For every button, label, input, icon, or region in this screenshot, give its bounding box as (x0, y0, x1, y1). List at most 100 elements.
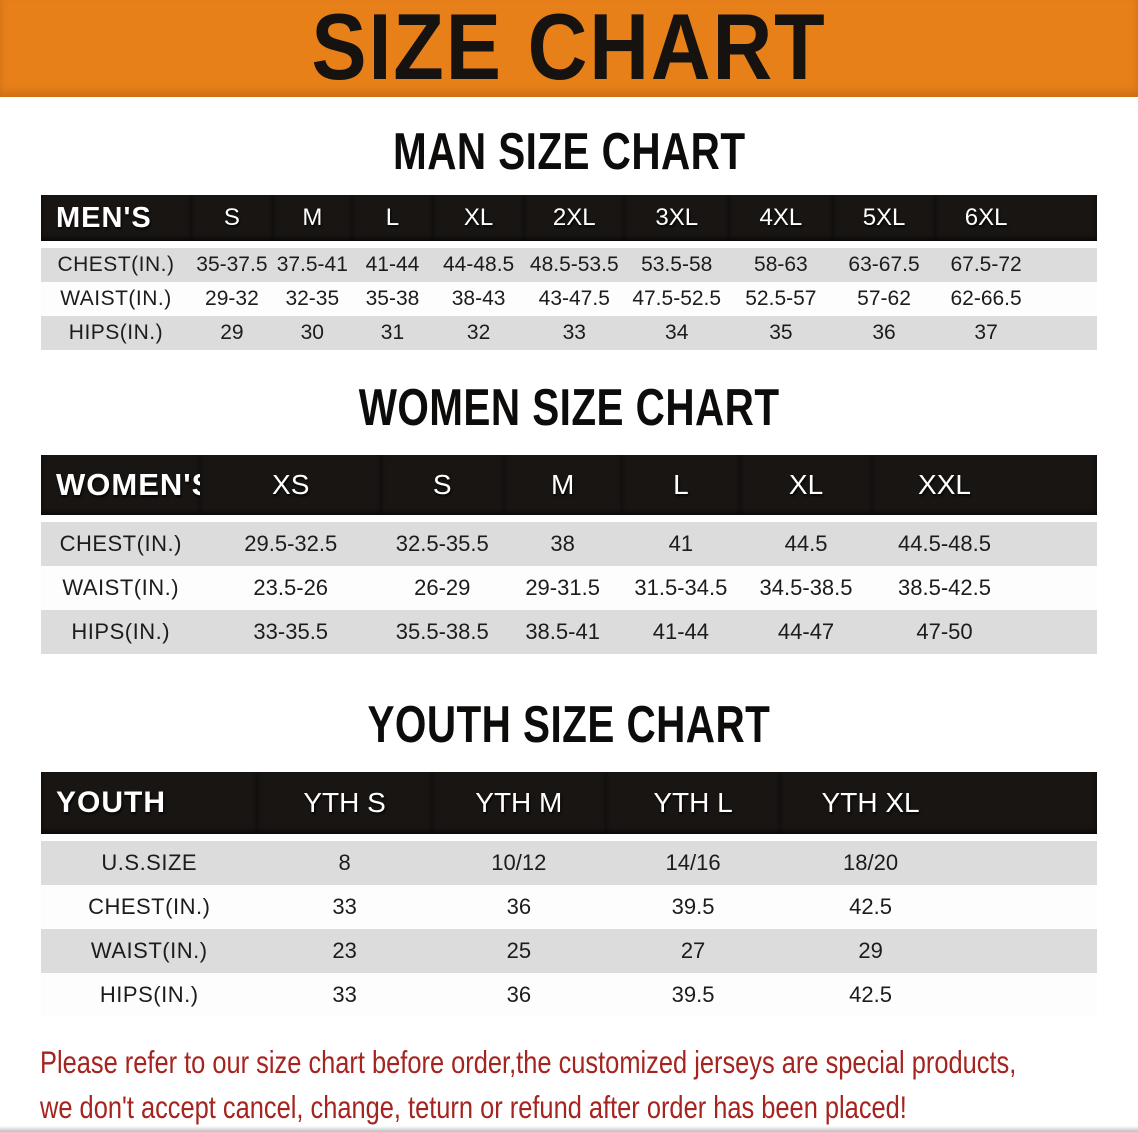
value-cell: 53.5-58 (624, 248, 729, 282)
size-column-header: YTH M (431, 772, 606, 834)
value-cell: 8 (257, 841, 432, 885)
row-label: CHEST(IN.) (41, 248, 191, 282)
size-column-header: L (351, 195, 434, 241)
header-gap (41, 241, 1097, 248)
women-size-section: WOMEN SIZE CHART WOMEN'S XS S M L XL XXL CHEST(… (0, 377, 1138, 654)
value-cell: 37.5-41 (272, 248, 352, 282)
value-cell: 52.5-57 (728, 282, 833, 316)
table-header-label: WOMEN'S (41, 455, 212, 515)
value-cell: 31.5-34.5 (621, 566, 741, 610)
value-cell: 10/12 (431, 841, 606, 885)
size-column-header: 2XL (524, 195, 625, 241)
value-cell: 37 (935, 316, 1097, 350)
value-cell: 32-35 (272, 282, 352, 316)
value-cell: 26-29 (381, 566, 504, 610)
value-cell: 58-63 (728, 248, 833, 282)
size-column-header: 5XL (832, 195, 936, 241)
value-cell: 31 (351, 316, 434, 350)
value-cell: 44.5-48.5 (872, 522, 1097, 566)
women-section-title: WOMEN SIZE CHART (358, 377, 780, 437)
value-cell: 34 (624, 316, 729, 350)
size-column-header: M (272, 195, 352, 241)
value-cell: 38 (503, 522, 622, 566)
youth-size-section: YOUTH SIZE CHART YOUTH YTH S YTH M YTH L YTH… (0, 694, 1138, 1017)
value-cell: 42.5 (780, 885, 1097, 929)
row-label: WAIST(IN.) (41, 282, 191, 316)
value-cell: 29-32 (190, 282, 273, 316)
value-cell: 38.5-42.5 (872, 566, 1097, 610)
value-cell: 38.5-41 (503, 610, 622, 654)
size-column-header: 6XL (935, 195, 1097, 241)
value-cell: 41-44 (351, 248, 434, 282)
value-cell: 44-48.5 (433, 248, 525, 282)
value-cell: 23.5-26 (200, 566, 382, 610)
row-label: WAIST(IN.) (41, 566, 201, 610)
table-header-label: YOUTH (41, 772, 258, 834)
size-column-header: 4XL (728, 195, 833, 241)
row-label: CHEST(IN.) (41, 522, 201, 566)
value-cell: 39.5 (605, 973, 781, 1017)
value-cell: 35-38 (351, 282, 434, 316)
value-cell: 36 (431, 973, 606, 1017)
size-column-header: YTH L (605, 772, 781, 834)
men-section-title: MAN SIZE CHART (392, 121, 746, 181)
value-cell: 33 (257, 885, 432, 929)
men-size-section: MAN SIZE CHART MEN'S S M L XL 2XL 3XL 4XL 5XL 6XL… (0, 121, 1138, 350)
size-column-header: 3XL (624, 195, 729, 241)
header-gap (41, 515, 1097, 522)
value-cell: 30 (272, 316, 352, 350)
image-bottom-edge (0, 1126, 1138, 1132)
row-label: HIPS(IN.) (41, 316, 191, 350)
value-cell: 23 (257, 929, 432, 973)
size-column-header: M (503, 455, 622, 515)
value-cell: 47-50 (872, 610, 1097, 654)
value-cell: 42.5 (780, 973, 1097, 1017)
banner-title: SIZE CHART (311, 0, 827, 100)
size-column-header: YTH XL (780, 772, 1097, 834)
size-column-header: XL (740, 455, 873, 515)
value-cell: 35 (728, 316, 833, 350)
value-cell: 39.5 (605, 885, 781, 929)
size-column-header: L (621, 455, 741, 515)
value-cell: 33-35.5 (200, 610, 382, 654)
footer-line-1: Please refer to our size chart before or… (40, 1044, 1017, 1081)
value-cell: 67.5-72 (935, 248, 1097, 282)
row-label: HIPS(IN.) (41, 610, 201, 654)
size-column-header: XS (200, 455, 382, 515)
value-cell: 29 (780, 929, 1097, 973)
value-cell: 47.5-52.5 (624, 282, 729, 316)
value-cell: 29-31.5 (503, 566, 622, 610)
value-cell: 36 (431, 885, 606, 929)
value-cell: 36 (832, 316, 936, 350)
youth-section-title: YOUTH SIZE CHART (367, 694, 771, 754)
value-cell: 44.5 (740, 522, 873, 566)
value-cell: 33 (257, 973, 432, 1017)
value-cell: 27 (605, 929, 781, 973)
row-label: U.S.SIZE (41, 841, 258, 885)
footer-note: Please refer to our size chart before or… (40, 1040, 1138, 1130)
men-size-table: MEN'S S M L XL 2XL 3XL 4XL 5XL 6XL CHEST(IN.) 35-37… (41, 195, 1097, 350)
value-cell: 29.5-32.5 (200, 522, 382, 566)
value-cell: 29 (190, 316, 273, 350)
value-cell: 35.5-38.5 (381, 610, 504, 654)
value-cell: 41-44 (621, 610, 741, 654)
row-label: HIPS(IN.) (41, 973, 258, 1017)
value-cell: 35-37.5 (190, 248, 273, 282)
row-label: CHEST(IN.) (41, 885, 258, 929)
value-cell: 62-66.5 (935, 282, 1097, 316)
value-cell: 32 (433, 316, 525, 350)
value-cell: 63-67.5 (832, 248, 936, 282)
banner: SIZE CHART (0, 0, 1138, 100)
size-column-header: S (190, 195, 273, 241)
value-cell: 43-47.5 (524, 282, 625, 316)
size-column-header: S (381, 455, 504, 515)
value-cell: 38-43 (433, 282, 525, 316)
value-cell: 14/16 (605, 841, 781, 885)
value-cell: 33 (524, 316, 625, 350)
value-cell: 18/20 (780, 841, 1097, 885)
table-header-label: MEN'S (41, 195, 191, 241)
value-cell: 41 (621, 522, 741, 566)
value-cell: 32.5-35.5 (381, 522, 504, 566)
row-label: WAIST(IN.) (41, 929, 258, 973)
